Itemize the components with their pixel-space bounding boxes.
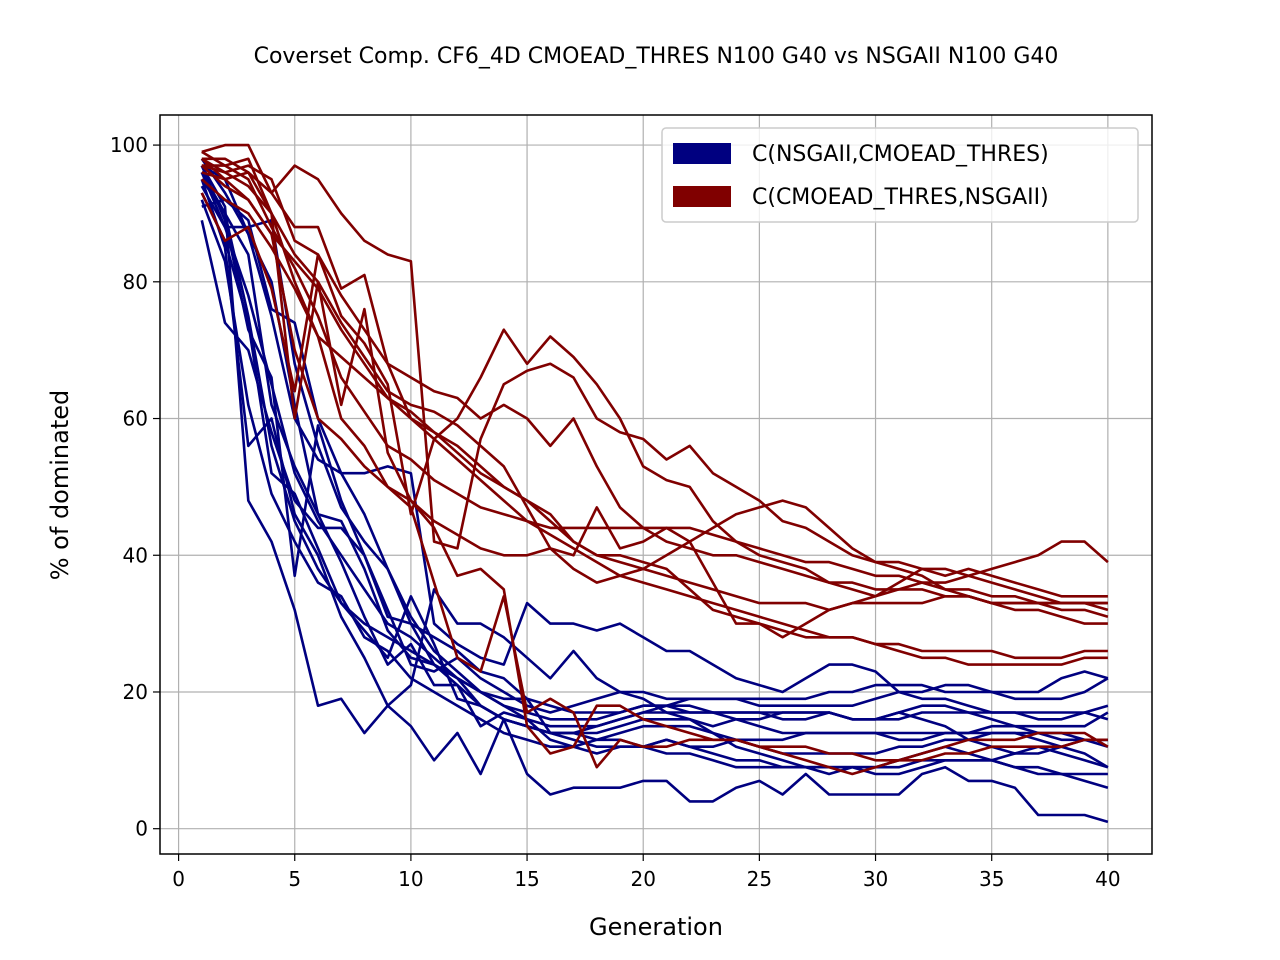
cmoead-series-line-16 xyxy=(200,192,1109,598)
y-tick-label: 80 xyxy=(123,270,148,294)
cmoead-series-line-19 xyxy=(201,171,1108,660)
legend: C(NSGAII,CMOEAD_THRES) C(CMOEAD_THRES,NS… xyxy=(661,127,1139,223)
nsgaii-series-line-5 xyxy=(201,164,1109,721)
nsgaii-series-line-11 xyxy=(201,198,1109,735)
ticks: 0 5 10 15 20 25 30 35 40 0 20 40 60 80 100 xyxy=(110,133,1121,891)
legend-box xyxy=(661,127,1139,223)
x-tick-label: 5 xyxy=(288,867,301,891)
cmoead-series-line-17 xyxy=(200,157,1109,776)
cmoead-series-line-15 xyxy=(201,164,1109,612)
x-tick-label: 15 xyxy=(514,867,539,891)
cmoead-series-line-23 xyxy=(201,164,1108,605)
cmoead-series-line-18 xyxy=(200,164,1108,639)
y-tick-label: 60 xyxy=(123,407,148,431)
legend-swatch-cmoead xyxy=(673,186,731,207)
legend-swatch-nsgaii xyxy=(673,143,731,164)
plot-frame xyxy=(159,114,1153,855)
y-axis-label: % of dominated xyxy=(46,390,74,581)
legend-label-nsgaii: C(NSGAII,CMOEAD_THRES) xyxy=(752,142,1049,167)
x-tick-label: 35 xyxy=(979,867,1004,891)
y-tick-label: 20 xyxy=(123,680,148,704)
y-tick-label: 0 xyxy=(135,817,148,841)
x-tick-label: 40 xyxy=(1095,867,1120,891)
nsgaii-series-line-12 xyxy=(200,185,1109,769)
x-tick-label: 10 xyxy=(398,867,423,891)
x-tick-label: 0 xyxy=(172,867,185,891)
x-tick-label: 25 xyxy=(747,867,772,891)
cmoead-series-line-22 xyxy=(200,178,1108,666)
cmoead-series-line-20 xyxy=(201,150,1108,762)
nsgaii-series-line-4 xyxy=(200,220,1109,714)
y-tick-label: 100 xyxy=(110,133,148,157)
x-tick-label: 30 xyxy=(863,867,888,891)
cmoead-series-line-21 xyxy=(201,157,1108,625)
chart-title: Coverset Comp. CF6_4D CMOEAD_THRES N100 … xyxy=(254,44,1059,69)
nsgaii-series-line-7 xyxy=(200,165,1109,769)
series-layer xyxy=(200,143,1109,824)
x-tick-label: 20 xyxy=(630,867,655,891)
y-tick-label: 40 xyxy=(123,543,148,567)
legend-label-cmoead: C(CMOEAD_THRES,NSGAII) xyxy=(752,185,1049,210)
nsgaii-series-line-9 xyxy=(200,192,1108,755)
x-axis-label: Generation xyxy=(589,913,723,941)
nsgaii-series-line-0 xyxy=(200,164,1109,824)
nsgaii-series-line-10 xyxy=(200,178,1109,728)
